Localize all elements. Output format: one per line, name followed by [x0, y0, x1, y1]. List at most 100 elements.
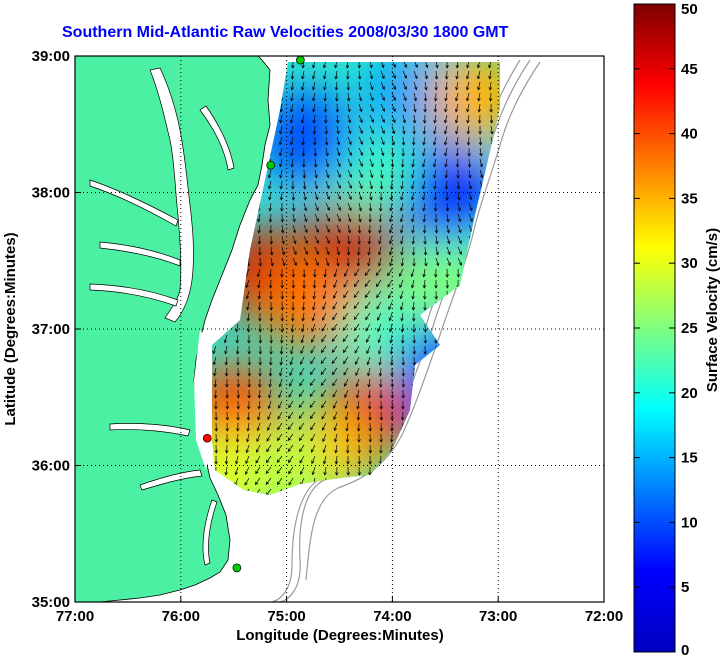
velocity-arrow [378, 378, 383, 388]
velocity-arrow [380, 125, 385, 134]
velocity-arrow [291, 191, 296, 201]
velocity-arrow [300, 103, 305, 113]
velocity-arrow [333, 433, 338, 443]
velocity-arrow [332, 378, 338, 387]
velocity-arrow [269, 323, 274, 333]
velocity-arrow [454, 92, 459, 102]
velocity-arrow [433, 268, 438, 278]
velocity-arrow [214, 455, 218, 465]
velocity-arrow [311, 466, 316, 476]
velocity-arrow [457, 191, 461, 201]
velocity-arrow [323, 81, 327, 91]
velocity-arrow [356, 257, 361, 267]
velocity-arrow [477, 81, 481, 91]
velocity-arrow [268, 279, 273, 289]
velocity-arrow [214, 444, 218, 454]
velocity-arrow [334, 455, 339, 465]
velocity-arrow [280, 279, 284, 289]
velocity-arrow [258, 378, 262, 388]
velocity-arrow [375, 279, 382, 288]
velocity-arrow [265, 466, 272, 474]
velocity-arrow [413, 103, 417, 113]
velocity-arrow [357, 466, 362, 476]
velocity-arrow [368, 422, 372, 432]
velocity-arrow [320, 378, 327, 386]
velocity-arrow [344, 400, 349, 410]
velocity-arrow [278, 378, 283, 388]
velocity-arrow [445, 268, 449, 278]
velocity-arrow [288, 400, 294, 409]
velocity-arrow [364, 290, 371, 298]
velocity-arrow [357, 444, 361, 454]
velocity-arrow [411, 290, 415, 300]
velocity-arrow [235, 433, 240, 443]
velocity-arrow [303, 224, 308, 234]
velocity-arrow [399, 224, 404, 234]
velocity-arrow [344, 389, 349, 399]
velocity-arrow [302, 290, 306, 300]
velocity-arrow [365, 334, 371, 343]
velocity-arrow [279, 125, 283, 135]
velocity-arrow [353, 301, 360, 309]
velocity-arrow [369, 92, 374, 102]
velocity-arrow [401, 389, 405, 399]
velocity-arrow [291, 202, 296, 212]
velocity-arrow [356, 411, 361, 421]
station-marker [296, 56, 305, 65]
velocity-arrow [245, 455, 250, 465]
velocity-arrow [358, 213, 362, 223]
velocity-arrow [343, 290, 349, 299]
velocity-arrow [302, 180, 307, 190]
velocity-arrow [321, 334, 327, 343]
velocity-arrow [235, 345, 240, 355]
velocity-arrow [299, 455, 305, 464]
velocity-arrow [343, 356, 349, 365]
velocity-arrow [258, 257, 263, 267]
velocity-arrow [400, 334, 405, 344]
colorbar-tick-label: 35 [681, 190, 698, 207]
velocity-arrow [336, 257, 340, 267]
velocity-arrow [434, 213, 438, 223]
velocity-arrow [446, 224, 450, 234]
velocity-arrow [346, 257, 350, 267]
velocity-arrow [299, 466, 305, 475]
velocity-arrow [301, 323, 305, 333]
velocity-arrow [413, 70, 418, 80]
velocity-arrow [411, 158, 415, 168]
velocity-arrow [444, 180, 449, 190]
velocity-arrow [289, 114, 294, 124]
velocity-arrow [336, 169, 341, 178]
velocity-arrow [454, 114, 459, 124]
velocity-arrow [269, 246, 274, 256]
velocity-arrow [236, 356, 240, 366]
velocity-arrow [278, 400, 283, 409]
velocity-arrow [303, 191, 307, 201]
velocity-arrow [290, 103, 294, 113]
velocity-arrow [444, 81, 449, 91]
velocity-arrow [368, 213, 372, 223]
velocity-arrow [423, 345, 427, 355]
velocity-arrow [279, 367, 283, 377]
velocity-arrow [257, 389, 262, 399]
velocity-arrow [280, 323, 284, 333]
velocity-arrow [302, 268, 306, 278]
velocity-arrow [258, 345, 263, 355]
velocity-arrow [212, 356, 217, 366]
velocity-arrow [342, 334, 349, 342]
velocity-arrow [279, 345, 284, 355]
velocity-arrow [433, 125, 437, 135]
velocity-arrow [347, 125, 352, 135]
velocity-arrow [312, 92, 316, 102]
velocity-arrow [325, 158, 330, 168]
velocity-arrow [424, 81, 428, 91]
velocity-arrow [322, 433, 327, 443]
velocity-arrow [333, 422, 338, 432]
velocity-arrow [358, 136, 363, 145]
velocity-arrow [413, 62, 418, 68]
velocity-arrow [325, 235, 330, 244]
velocity-arrow [387, 268, 393, 277]
velocity-arrow [265, 477, 272, 485]
velocity-arrow [276, 466, 283, 474]
velocity-arrow [368, 466, 372, 476]
velocity-arrow [412, 257, 416, 267]
